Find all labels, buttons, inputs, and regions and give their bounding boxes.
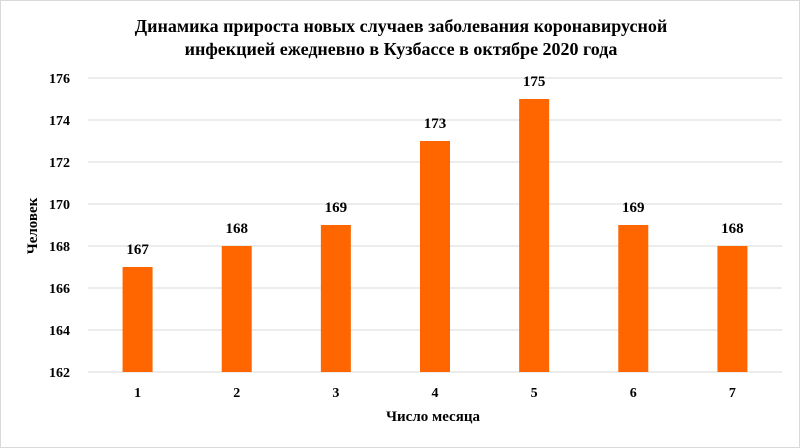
chart-title: Динамика прироста новых случаев заболева…	[41, 15, 761, 61]
data-label: 168	[225, 221, 248, 237]
chart-title-line-2: инфекцией ежедневно в Кузбассе в октябре…	[184, 39, 618, 59]
x-tick-label: 7	[729, 386, 736, 401]
y-tick-label: 170	[49, 198, 70, 213]
x-tick-label: 1	[134, 386, 141, 401]
y-tick-label: 166	[49, 282, 70, 297]
y-tick-label: 168	[49, 240, 70, 255]
x-tick-label: 6	[630, 386, 637, 401]
y-tick-label: 172	[49, 156, 70, 171]
data-label: 168	[721, 221, 744, 237]
y-tick-label: 164	[49, 324, 70, 339]
bar	[717, 246, 748, 372]
x-axis-title: Число месяца	[386, 409, 480, 425]
x-tick-label: 3	[332, 386, 339, 401]
x-tick-label: 2	[233, 386, 240, 401]
chart-title-line-1: Динамика прироста новых случаев заболева…	[134, 16, 668, 36]
bar	[519, 99, 550, 372]
bars	[122, 99, 748, 372]
y-tick-label: 174	[49, 114, 70, 129]
x-tick-label: 4	[432, 386, 439, 401]
y-tick-label: 176	[49, 72, 70, 87]
y-tick-label: 162	[49, 366, 70, 381]
y-axis-title: Человек	[25, 197, 41, 254]
bar	[420, 141, 450, 372]
x-tick-labels: 1 2 3 4 5 6 7	[134, 386, 736, 401]
bar	[122, 267, 153, 372]
data-label: 175	[523, 74, 546, 90]
bar	[618, 225, 649, 372]
y-tick-labels: 162 164 166 168 170 172 174 176	[49, 72, 70, 381]
bar	[320, 225, 351, 372]
x-tick-label: 5	[531, 386, 538, 401]
bar	[221, 246, 252, 372]
data-label: 167	[126, 242, 149, 258]
data-label: 169	[325, 200, 348, 216]
data-labels: 167 168 169 173 175 169 168	[126, 74, 743, 258]
data-label: 169	[622, 200, 645, 216]
data-label: 173	[424, 116, 447, 132]
